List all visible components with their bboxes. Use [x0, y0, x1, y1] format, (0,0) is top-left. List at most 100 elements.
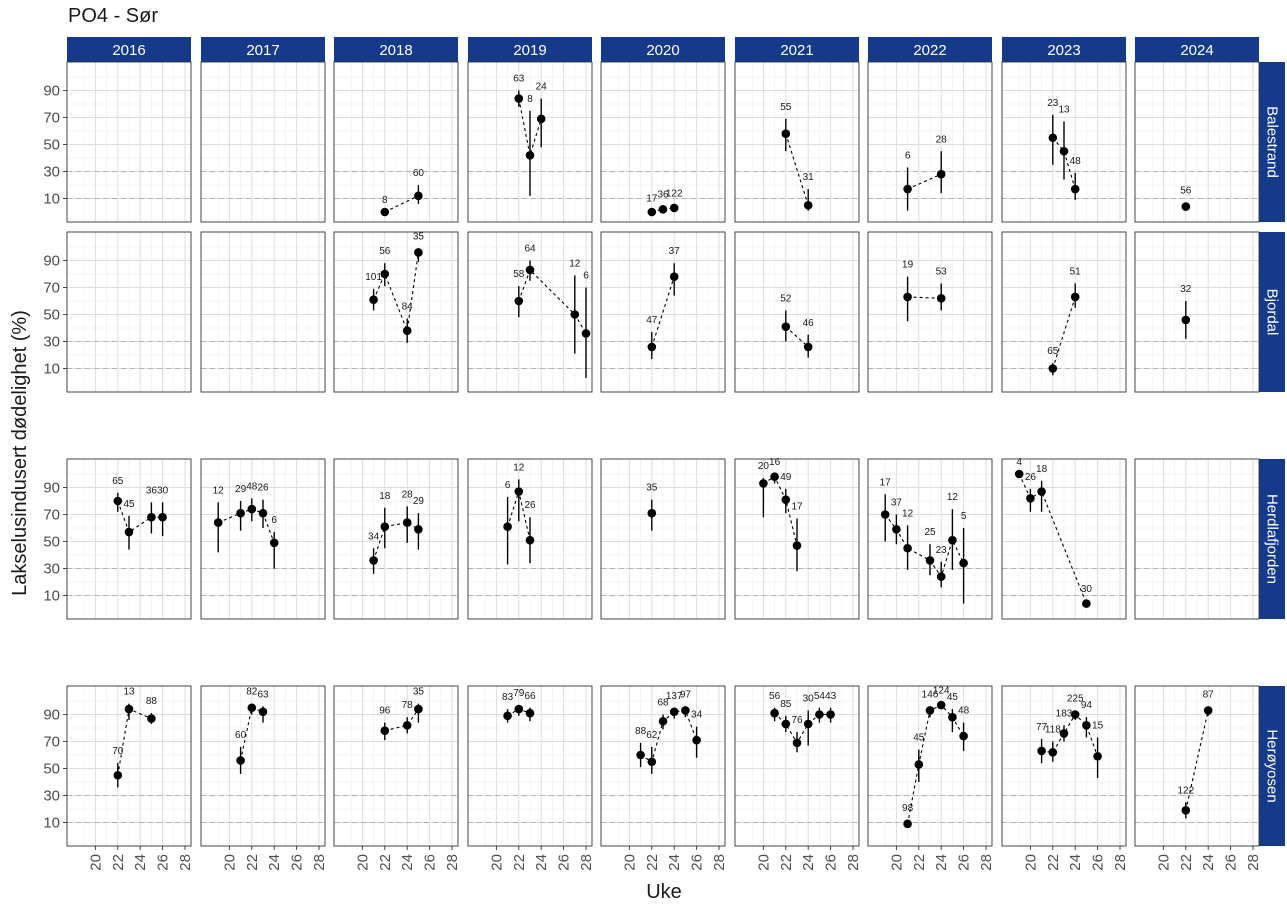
series-line — [384, 708, 419, 732]
data-point — [1070, 292, 1080, 302]
data-point — [1037, 487, 1046, 496]
data-point — [369, 556, 378, 565]
column-strip-label: 2024 — [1180, 42, 1213, 59]
panel-border — [200, 685, 326, 847]
data-label: 52 — [780, 293, 792, 304]
panel-border — [66, 231, 192, 393]
data-point — [936, 294, 946, 303]
column-strip — [601, 37, 725, 62]
data-point — [669, 203, 679, 213]
series-line — [1052, 137, 1076, 190]
data-label: 30 — [157, 485, 169, 496]
series-line — [1018, 473, 1087, 604]
column-strip — [868, 37, 992, 62]
data-label: 28 — [402, 489, 414, 500]
data-label: 51 — [1070, 266, 1082, 277]
data-point — [247, 703, 257, 713]
column-strip — [468, 37, 592, 62]
data-label: 77 — [1036, 722, 1048, 733]
panel: 96 78 35 — [333, 685, 459, 847]
data-point — [1203, 706, 1213, 715]
x-tick-label: 24 — [1067, 854, 1084, 871]
data-point — [669, 272, 679, 282]
panel: 20 16 49 17 — [734, 457, 860, 620]
y-tick-label: 70 — [43, 734, 60, 751]
data-label: 37 — [891, 498, 903, 509]
series-line — [785, 326, 809, 348]
y-tick-label: 50 — [43, 137, 60, 154]
panel-border — [200, 231, 326, 393]
data-point — [903, 819, 912, 829]
data-point — [514, 296, 524, 306]
data-point — [647, 207, 657, 217]
y-tick-label: 50 — [43, 761, 60, 778]
data-point — [258, 707, 268, 717]
row-strip — [1258, 232, 1285, 392]
data-label: 35 — [413, 231, 425, 242]
data-point — [636, 750, 645, 760]
column-strip — [67, 37, 191, 62]
data-point — [936, 169, 946, 179]
x-tick-label: 20 — [221, 854, 238, 871]
data-point — [803, 200, 813, 210]
data-label: 17 — [880, 477, 892, 488]
data-label: 53 — [936, 266, 948, 277]
data-point — [903, 184, 912, 194]
x-tick-label: 26 — [155, 854, 172, 871]
data-label: 15 — [1092, 720, 1104, 731]
data-label: 68 — [657, 698, 669, 709]
column-strip — [201, 37, 325, 62]
row-strip-label: Herøyosen — [1264, 729, 1281, 802]
data-label: 97 — [680, 689, 692, 700]
x-tick-label: 28 — [1245, 854, 1262, 871]
panel-border — [333, 458, 459, 620]
data-point — [1181, 806, 1191, 815]
x-tick-label: 20 — [888, 854, 905, 871]
data-label: 37 — [669, 246, 681, 257]
data-point — [113, 496, 123, 506]
series-line — [1041, 713, 1099, 757]
x-tick-label: 20 — [87, 854, 104, 871]
panel-border — [867, 458, 993, 620]
x-tick-label: 22 — [1045, 854, 1062, 871]
data-point — [414, 191, 423, 201]
data-label: 26 — [1025, 472, 1037, 483]
data-point — [658, 716, 668, 726]
data-point — [380, 522, 390, 531]
data-point — [792, 738, 802, 748]
data-label: 87 — [1203, 689, 1215, 700]
x-tick-label: 26 — [956, 854, 973, 871]
data-point — [925, 706, 935, 715]
column-strip-label: 2018 — [379, 42, 412, 59]
x-tick-label: 24 — [266, 854, 283, 871]
data-point — [892, 525, 901, 534]
data-point — [1048, 133, 1058, 143]
data-point — [369, 295, 378, 304]
data-label: 48 — [246, 481, 258, 492]
data-label: 64 — [524, 244, 536, 255]
data-label: 5 — [961, 511, 967, 522]
data-label: 88 — [635, 726, 647, 737]
data-point — [770, 472, 779, 482]
data-label: 118 — [1045, 725, 1061, 736]
x-axis-title: Uke — [646, 881, 682, 903]
data-label: 36 — [657, 190, 669, 201]
data-point — [414, 248, 423, 257]
panel-border — [600, 231, 726, 393]
data-point — [781, 322, 791, 331]
data-point — [380, 207, 390, 217]
data-point — [158, 512, 167, 522]
data-label: 17 — [646, 194, 658, 205]
panel-border — [1134, 685, 1260, 847]
data-point — [124, 527, 134, 537]
column-strip-label: 2016 — [112, 42, 145, 59]
data-point — [647, 508, 657, 518]
data-label: 20 — [758, 461, 770, 472]
data-point — [213, 518, 223, 527]
data-label: 6 — [905, 150, 911, 161]
panel-border — [1001, 458, 1127, 620]
column-strip-label: 2023 — [1047, 42, 1080, 59]
